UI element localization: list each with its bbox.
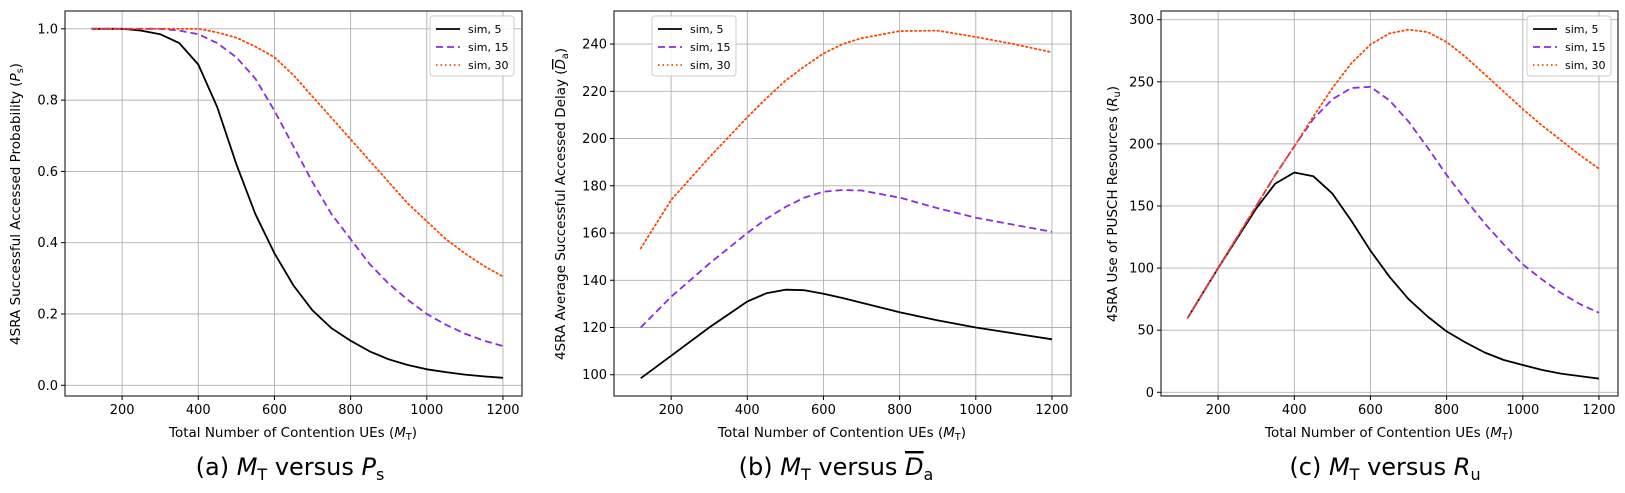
panel-c-x-tick-label: 1200 bbox=[1582, 403, 1615, 418]
panel-c-legend-label: sim, 15 bbox=[1565, 41, 1606, 54]
panel-b-y-tick-label: 200 bbox=[582, 132, 607, 147]
panel-c-caption: (c) MT versus Ru bbox=[1289, 453, 1480, 484]
panel-a-y-tick-label: 1.0 bbox=[37, 22, 58, 37]
panel-b-x-tick-label: 800 bbox=[887, 403, 912, 418]
panel-b: 200 400 600 800 1000 1200 100 120 140 160 180 200 22… bbox=[553, 10, 1072, 484]
panel-a-x-tick-label: 1000 bbox=[410, 403, 443, 418]
panel-a-legend-label: sim, 15 bbox=[468, 41, 509, 54]
panel-b-x-axis-label: Total Number of Contention UEs (MT) bbox=[717, 425, 966, 443]
panel-c-y-tick-label: 100 bbox=[1129, 262, 1154, 277]
panel-a-y-axis-label: 4SRA Successful Accessed Probability (Ps… bbox=[8, 63, 26, 345]
panel-b-legend-box bbox=[651, 15, 737, 77]
panel-a-legend-box bbox=[429, 15, 515, 77]
panel-c-y-tick-label: 50 bbox=[1137, 324, 1154, 339]
panel-a-series-line-3 bbox=[90, 27, 504, 278]
panel-c-x-tick-label: 200 bbox=[1206, 403, 1231, 418]
panel-b-legend-label: sim, 30 bbox=[690, 59, 731, 72]
panel-b-ticks: 200 400 600 800 1000 1200 100 120 140 160 180 200 22… bbox=[582, 38, 1068, 418]
panel-c-legend-label: sim, 30 bbox=[1565, 59, 1606, 72]
panel-c-frame bbox=[1160, 10, 1619, 397]
panel-c-y-tick-label: 0 bbox=[1146, 386, 1154, 401]
panel-a-series bbox=[90, 27, 504, 379]
panel-c-series-line-1 bbox=[1186, 171, 1600, 380]
panel-c-x-tick-label: 800 bbox=[1434, 403, 1459, 418]
panel-b-series bbox=[639, 29, 1053, 380]
panel-a-x-tick-label: 800 bbox=[338, 403, 363, 418]
panel-c: 200 400 600 800 1000 1200 0 50 100 150 200 250 300 T… bbox=[1105, 10, 1619, 484]
panel-a: 200 400 600 800 1000 1200 0.0 0.2 0.4 0.6 0.8 1.0 T… bbox=[8, 10, 523, 484]
panel-a-legend-label: sim, 30 bbox=[468, 59, 509, 72]
panel-a-legend-label: sim, 5 bbox=[468, 23, 502, 36]
panel-a-legend: sim, 5 sim, 15 sim, 30 bbox=[429, 15, 515, 77]
panel-b-caption: (b) MT versus Da bbox=[739, 453, 934, 484]
panel-c-x-tick-label: 600 bbox=[1358, 403, 1383, 418]
panel-b-series-line-1 bbox=[640, 288, 1053, 380]
panel-a-ticks: 200 400 600 800 1000 1200 0.0 0.2 0.4 0.6 0.8 1.0 bbox=[37, 22, 519, 418]
panel-c-y-tick-label: 200 bbox=[1129, 137, 1154, 152]
panel-a-y-tick-label: 0.6 bbox=[37, 165, 58, 180]
panel-c-ticks: 200 400 600 800 1000 1200 0 50 100 150 200 250 300 bbox=[1129, 13, 1615, 418]
panel-b-x-tick-label: 1000 bbox=[959, 403, 992, 418]
panel-b-series-line-2 bbox=[640, 189, 1053, 329]
panel-c-legend-box bbox=[1526, 15, 1612, 77]
panel-a-x-tick-label: 600 bbox=[262, 403, 287, 418]
panel-a-frame bbox=[64, 10, 523, 397]
panel-a-x-axis-label: Total Number of Contention UEs (MT) bbox=[168, 425, 417, 443]
panel-a-y-tick-label: 0.0 bbox=[37, 379, 58, 394]
panel-b-y-tick-label: 180 bbox=[582, 179, 607, 194]
panel-a-y-tick-label: 0.2 bbox=[37, 308, 58, 323]
panel-b-x-tick-label: 200 bbox=[659, 403, 684, 418]
panel-b-legend-label: sim, 15 bbox=[690, 41, 731, 54]
panel-b-y-tick-label: 140 bbox=[582, 274, 607, 289]
panel-c-legend: sim, 5 sim, 15 sim, 30 bbox=[1526, 15, 1612, 77]
panel-a-y-tick-label: 0.8 bbox=[37, 94, 58, 109]
panel-a-x-tick-label: 200 bbox=[110, 403, 135, 418]
panel-c-x-tick-label: 400 bbox=[1282, 403, 1307, 418]
panel-c-y-tick-label: 300 bbox=[1129, 13, 1154, 28]
panel-b-frame bbox=[613, 10, 1072, 397]
panel-b-y-tick-label: 220 bbox=[582, 85, 607, 100]
panel-c-x-axis-label: Total Number of Contention UEs (MT) bbox=[1264, 425, 1513, 443]
panel-b-legend: sim, 5 sim, 15 sim, 30 bbox=[651, 15, 737, 77]
panel-b-y-tick-label: 240 bbox=[582, 38, 607, 53]
panel-a-x-tick-label: 400 bbox=[186, 403, 211, 418]
panel-b-series-line-3 bbox=[639, 29, 1053, 250]
panel-a-series-line-1 bbox=[91, 27, 504, 379]
panel-b-x-tick-label: 1200 bbox=[1035, 403, 1068, 418]
panel-c-y-tick-label: 150 bbox=[1129, 199, 1154, 214]
panel-b-legend-label: sim, 5 bbox=[690, 23, 724, 36]
panel-b-y-tick-label: 160 bbox=[582, 227, 607, 242]
panel-b-y-tick-label: 120 bbox=[582, 321, 607, 336]
panel-c-legend-label: sim, 5 bbox=[1565, 23, 1599, 36]
panel-b-x-tick-label: 400 bbox=[735, 403, 760, 418]
panel-c-y-tick-label: 250 bbox=[1129, 75, 1154, 90]
panel-c-series-line-3 bbox=[1186, 28, 1600, 319]
panel-a-caption: (a) MT versus Ps bbox=[196, 453, 385, 484]
panel-c-y-axis-label: 4SRA Use of PUSCH Resources (Ru) bbox=[1105, 86, 1123, 322]
panel-c-series bbox=[1186, 28, 1600, 380]
panel-b-y-tick-label: 100 bbox=[582, 368, 607, 383]
panel-a-series-line-2 bbox=[91, 27, 504, 347]
panel-b-y-axis-label: 4SRA Average Successful Accessed Delay (… bbox=[553, 48, 571, 360]
panel-b-x-tick-label: 600 bbox=[811, 403, 836, 418]
panel-a-x-tick-label: 1200 bbox=[486, 403, 519, 418]
panel-a-y-tick-label: 0.4 bbox=[37, 236, 58, 251]
panel-c-x-tick-label: 1000 bbox=[1506, 403, 1539, 418]
